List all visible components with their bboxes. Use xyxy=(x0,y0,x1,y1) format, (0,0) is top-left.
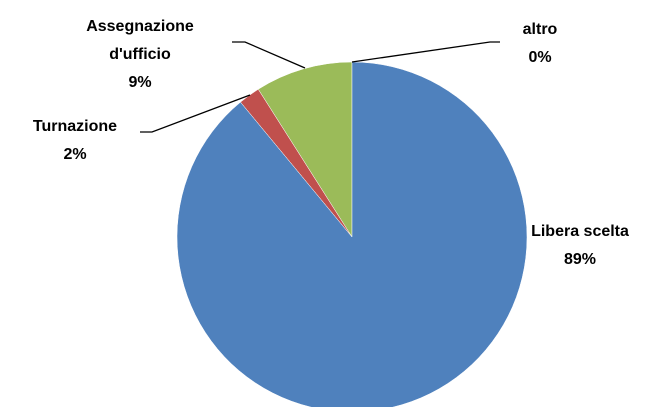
leader-line xyxy=(232,41,306,69)
category-label: Libera scelta xyxy=(531,223,629,240)
category-label: Turnazione xyxy=(32,118,118,135)
category-label: altro xyxy=(522,21,558,38)
data-label: Turnazione 2% xyxy=(0,113,160,169)
leader-line xyxy=(140,94,251,133)
percent-label: 0% xyxy=(528,49,552,66)
pie-slice xyxy=(257,61,353,238)
percent-label: 9% xyxy=(128,74,152,91)
data-label: Assegnazione d'ufficio 9% xyxy=(65,13,215,97)
data-label: Libera scelta 89% xyxy=(495,218,654,274)
pie-slice xyxy=(176,61,528,407)
percent-label: 2% xyxy=(63,146,87,163)
percent-label: 89% xyxy=(563,251,597,268)
data-label: altro 0% xyxy=(455,16,625,72)
category-label: Assegnazione d'ufficio xyxy=(86,18,194,63)
leader-line xyxy=(351,41,500,63)
